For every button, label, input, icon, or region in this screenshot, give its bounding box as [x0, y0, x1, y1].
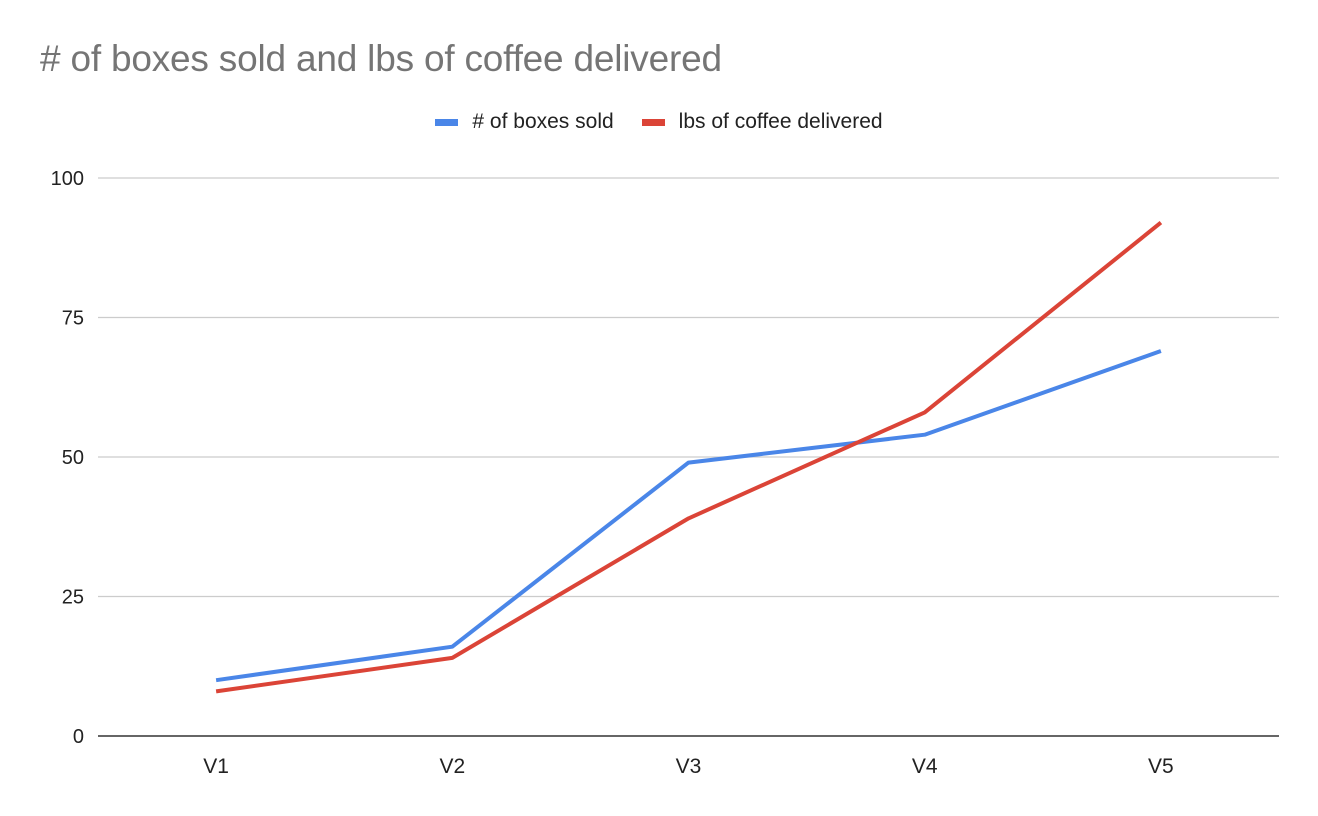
legend-label: # of boxes sold	[472, 110, 614, 133]
x-axis-ticks: V1 V2 V3 V4 V5	[203, 755, 1173, 778]
y-tick-label: 50	[62, 447, 84, 469]
legend-item-coffee-delivered[interactable]: lbs of coffee delivered	[641, 110, 883, 134]
series-line-boxes-sold[interactable]	[215, 349, 1162, 683]
legend-label: lbs of coffee delivered	[678, 110, 883, 133]
data-series	[215, 221, 1163, 694]
gridlines	[98, 177, 1279, 737]
y-tick-label: 75	[62, 308, 84, 330]
x-tick-label: V3	[676, 755, 702, 778]
chart-legend: # of boxes sold lbs of coffee delivered	[0, 110, 1318, 134]
legend-item-boxes-sold[interactable]: # of boxes sold	[435, 110, 614, 134]
y-tick-label: 100	[51, 168, 84, 190]
legend-swatch-blue-icon	[435, 118, 459, 126]
x-tick-label: V4	[912, 755, 938, 778]
x-tick-label: V1	[203, 755, 229, 778]
x-tick-label: V5	[1148, 755, 1174, 778]
y-tick-label: 25	[62, 587, 84, 609]
series-line-coffee-delivered[interactable]	[215, 221, 1163, 694]
y-tick-label: 0	[73, 726, 84, 748]
y-axis-ticks: 0 25 50 75 100	[51, 168, 84, 748]
chart-title: # of boxes sold and lbs of coffee delive…	[40, 38, 722, 79]
x-tick-label: V2	[439, 755, 465, 778]
legend-swatch-red-icon	[641, 118, 665, 126]
